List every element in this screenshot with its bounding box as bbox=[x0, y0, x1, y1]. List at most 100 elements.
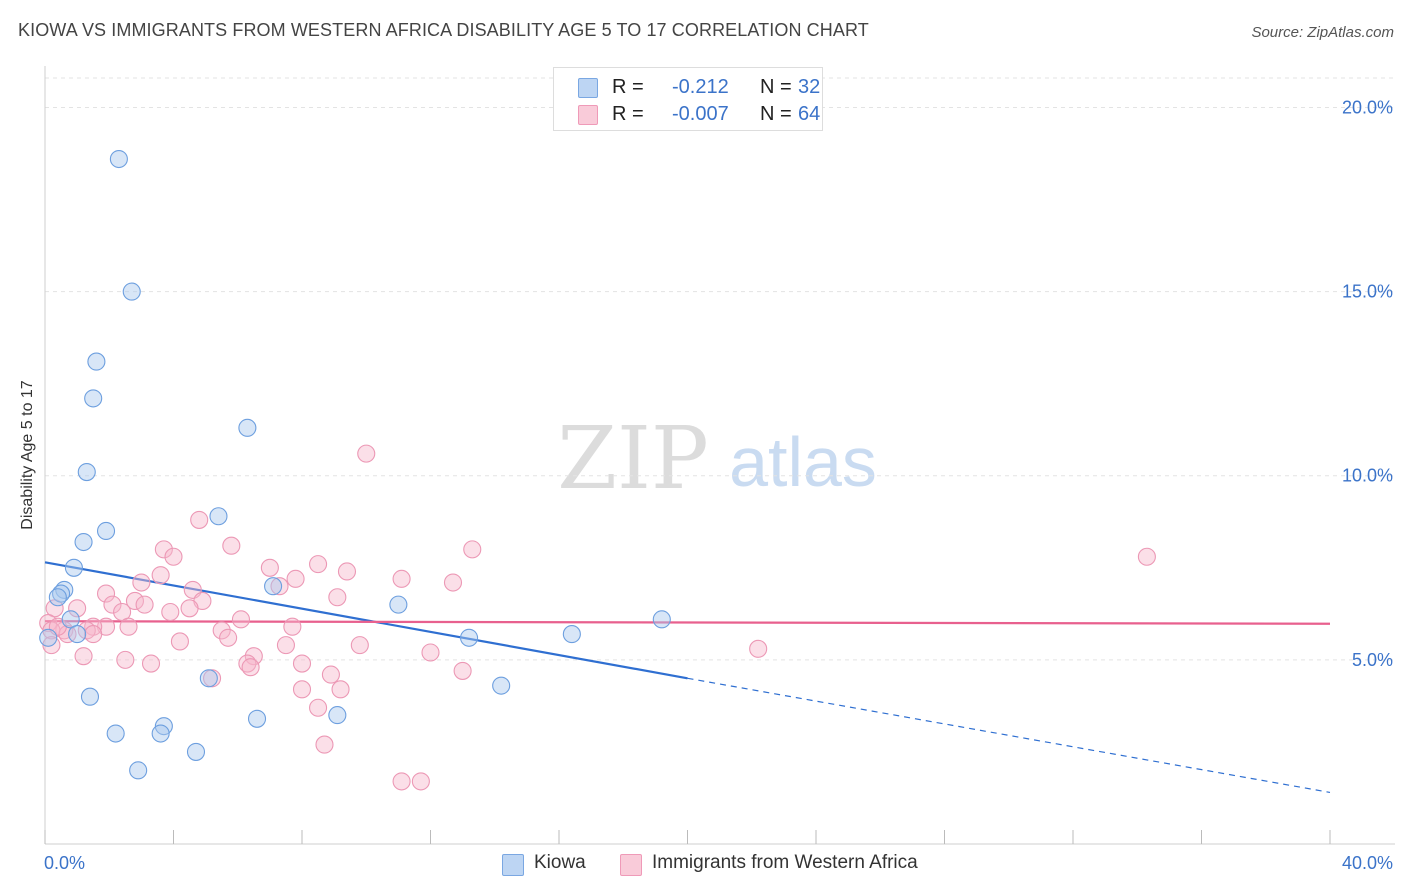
western-africa-point bbox=[292, 654, 312, 673]
western-africa-point bbox=[58, 625, 77, 644]
kiowa-point bbox=[562, 625, 581, 644]
western-africa-point bbox=[219, 628, 238, 647]
western-africa-point bbox=[141, 654, 161, 673]
western-africa-point bbox=[337, 562, 357, 581]
watermark: ZIP atlas bbox=[557, 409, 877, 509]
western-africa-point bbox=[116, 650, 135, 669]
r-label: R = bbox=[612, 103, 644, 125]
kiowa-point bbox=[209, 507, 228, 526]
western-africa-point bbox=[84, 625, 103, 644]
western-africa-point bbox=[331, 680, 350, 699]
axes bbox=[44, 66, 1395, 845]
legend: Kiowa Immigrants from Western Africa bbox=[0, 852, 1406, 878]
western-africa-point bbox=[443, 573, 463, 592]
n-label: N = bbox=[760, 76, 792, 98]
y-tick-label: 10.0% bbox=[1342, 466, 1393, 486]
n-value: 32 bbox=[798, 76, 821, 98]
kiowa-point bbox=[48, 588, 67, 607]
kiowa-trendline-extension bbox=[687, 677, 1331, 794]
western-africa-point bbox=[161, 602, 180, 622]
kiowa-point bbox=[199, 669, 218, 688]
western-africa-point bbox=[74, 647, 93, 666]
kiowa-point bbox=[64, 558, 83, 577]
western-africa-point bbox=[286, 569, 305, 588]
y-tick-label: 5.0% bbox=[1352, 650, 1393, 670]
chart-title: KIOWA VS IMMIGRANTS FROM WESTERN AFRICA … bbox=[18, 20, 869, 40]
data-points bbox=[39, 149, 1156, 791]
n-label: N = bbox=[760, 103, 792, 125]
western-africa-point bbox=[749, 639, 768, 658]
western-africa-point bbox=[125, 591, 144, 610]
kiowa-point bbox=[84, 389, 103, 408]
western-africa-point bbox=[241, 658, 260, 677]
western-africa-point bbox=[231, 610, 251, 629]
kiowa-point bbox=[109, 149, 128, 169]
stats-swatch-kiowa bbox=[578, 78, 598, 98]
western-africa-point bbox=[103, 595, 122, 614]
kiowa-point bbox=[389, 595, 408, 614]
kiowa-point bbox=[652, 610, 671, 629]
r-value: -0.007 bbox=[672, 103, 729, 125]
western-africa-point bbox=[357, 444, 376, 463]
western-africa-point bbox=[453, 661, 472, 680]
kiowa-point bbox=[77, 462, 96, 482]
kiowa-point bbox=[87, 352, 106, 371]
western-africa-point bbox=[411, 772, 430, 791]
western-africa-point bbox=[132, 573, 151, 592]
western-africa-point bbox=[164, 547, 183, 566]
western-africa-point bbox=[68, 599, 87, 618]
stats-box: R = -0.212 N = 32 R = -0.007 N = 64 bbox=[553, 67, 823, 131]
western-africa-point bbox=[244, 647, 263, 666]
western-africa-point bbox=[350, 636, 369, 655]
source-label: Source: ZipAtlas.com bbox=[1251, 24, 1394, 41]
western-africa-point bbox=[190, 510, 209, 529]
kiowa-point bbox=[96, 521, 116, 541]
western-africa-point bbox=[212, 621, 231, 640]
n-value: 64 bbox=[798, 103, 821, 125]
legend-swatch-kiowa bbox=[502, 854, 524, 876]
kiowa-point bbox=[328, 706, 347, 725]
kiowa-point bbox=[80, 687, 100, 706]
kiowa-point bbox=[238, 418, 257, 437]
x-tick-label: 40.0% bbox=[1342, 853, 1393, 873]
y-tick-label: 20.0% bbox=[1342, 97, 1393, 117]
western-africa-point bbox=[270, 577, 289, 596]
grid bbox=[45, 77, 1395, 661]
western-africa-trendline bbox=[44, 620, 1331, 625]
legend-label-kiowa: Kiowa bbox=[534, 852, 586, 873]
western-africa-point bbox=[154, 540, 173, 559]
western-africa-point bbox=[222, 536, 241, 555]
western-africa-point bbox=[119, 617, 138, 636]
kiowa-point bbox=[122, 282, 141, 301]
western-africa-point bbox=[283, 617, 302, 636]
western-africa-point bbox=[151, 566, 170, 585]
western-africa-point bbox=[1137, 547, 1156, 566]
kiowa-point bbox=[129, 761, 148, 780]
legend-label-western-africa: Immigrants from Western Africa bbox=[652, 852, 918, 873]
kiowa-point bbox=[74, 532, 93, 552]
r-value: -0.212 bbox=[672, 76, 729, 98]
western-africa-point bbox=[463, 540, 482, 559]
western-africa-point bbox=[260, 558, 279, 577]
western-africa-point bbox=[96, 584, 116, 603]
western-africa-point bbox=[309, 555, 328, 574]
trendlines bbox=[44, 561, 1331, 794]
kiowa-point bbox=[264, 577, 283, 596]
kiowa-point bbox=[106, 724, 125, 743]
western-africa-point bbox=[292, 680, 312, 699]
western-africa-point bbox=[421, 643, 440, 662]
western-africa-point bbox=[392, 569, 411, 588]
western-africa-point bbox=[309, 698, 328, 717]
kiowa-point bbox=[39, 628, 58, 647]
western-africa-point bbox=[315, 735, 334, 754]
tick-labels: 5.0% 10.0% 15.0% 20.0% 0.0% 40.0% bbox=[44, 97, 1393, 873]
western-africa-point bbox=[276, 636, 295, 655]
stats-swatch-western-africa bbox=[578, 105, 598, 125]
y-tick-label: 15.0% bbox=[1342, 282, 1393, 302]
kiowa-point bbox=[68, 625, 87, 644]
western-africa-point bbox=[135, 595, 154, 614]
western-africa-point bbox=[170, 632, 189, 651]
kiowa-point bbox=[186, 742, 206, 761]
western-africa-point bbox=[321, 665, 340, 684]
watermark-zip: ZIP bbox=[557, 409, 709, 509]
